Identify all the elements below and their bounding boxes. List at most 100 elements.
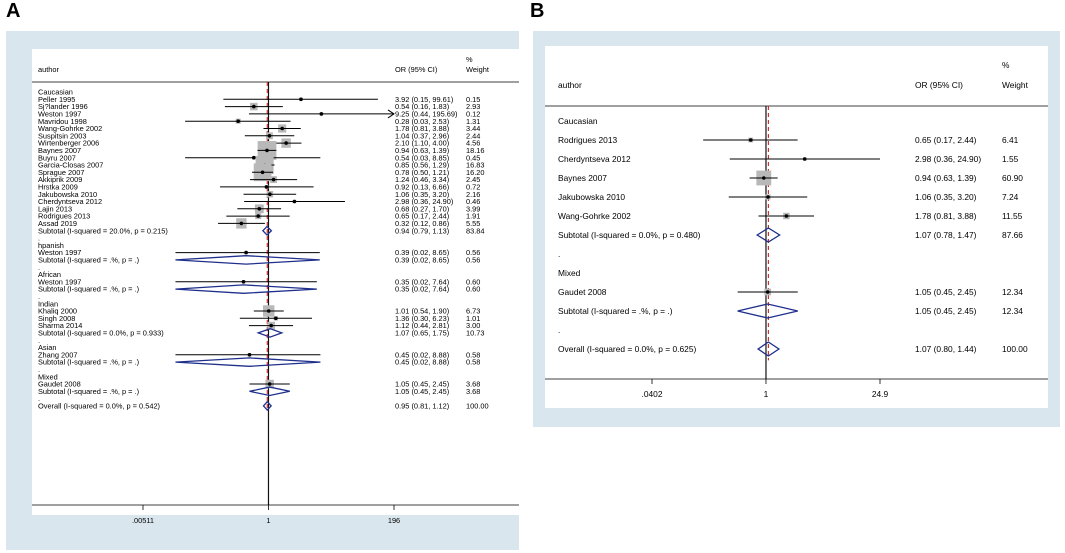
subtotal-diamond <box>175 255 320 265</box>
study-point <box>247 353 252 357</box>
subtotal-weight: 0.60 <box>466 285 480 294</box>
study-point <box>268 192 272 196</box>
study-label: Baynes 2007 <box>38 146 81 155</box>
subtotal-diamond <box>175 357 321 367</box>
study-or-ci: 1.12 (0.44, 2.81) <box>395 321 449 330</box>
study-point <box>260 170 265 175</box>
study-point <box>241 280 246 284</box>
study-weight: 16.20 <box>466 168 485 177</box>
study-label: Wirtenberger 2006 <box>38 139 99 148</box>
study-or-ci: 0.78 (0.50, 1.21) <box>395 168 449 177</box>
study-label: Assad 2019 <box>38 219 77 228</box>
study-weight: 0.72 <box>466 182 480 191</box>
header-or-ci: OR (95% CI) <box>915 80 963 90</box>
subtotal-or-ci: 0.45 (0.02, 8.88) <box>395 358 449 367</box>
subtotal-weight: 83.84 <box>466 226 485 235</box>
study-point <box>244 250 248 255</box>
study-label: Wang-Gohrke 2002 <box>38 124 102 133</box>
study-point <box>292 199 297 204</box>
subtotal-weight: 12.34 <box>1002 306 1023 316</box>
x-tick-label: .0402 <box>642 389 663 399</box>
subtotal-diamond <box>175 284 317 294</box>
forest-plot-a: author OR (95% CI)%Weight CaucasianPeller … <box>32 55 519 525</box>
group-label: African <box>38 270 61 279</box>
study-weight: 0.45 <box>466 153 480 162</box>
study-label: Wang-Gohrke 2002 <box>558 211 631 221</box>
subtotal-label: Subtotal (I-squared = 0.0%, p = 0.933) <box>38 328 164 337</box>
subtotal-weight: 0.58 <box>466 358 480 367</box>
overall-weight: 100.00 <box>1002 344 1028 354</box>
study-weight: 4.56 <box>466 139 480 148</box>
study-or-ci: 0.94 (0.63, 1.39) <box>915 173 977 183</box>
study-point <box>802 157 807 161</box>
study-or-ci: 0.65 (0.17, 2.44) <box>915 135 977 145</box>
study-or-ci: 2.98 (0.36, 24.90) <box>915 154 981 164</box>
group-label: Caucasian <box>38 88 73 97</box>
x-tick-label: 1 <box>266 516 270 525</box>
header-or-ci: OR (95% CI) <box>395 65 437 74</box>
study-label: Jakubowska 2010 <box>558 192 625 202</box>
study-point <box>252 104 256 109</box>
subtotal-weight: 10.73 <box>466 328 485 337</box>
study-point <box>761 176 766 180</box>
study-weight: 1.01 <box>466 314 480 323</box>
study-label: Sprague 2007 <box>38 168 84 177</box>
study-or-ci: 1.78 (0.81, 3.88) <box>395 124 449 133</box>
ci-arrow-icon <box>387 109 395 119</box>
study-label: Zhang 2007 <box>38 350 77 359</box>
panel-label-a: A <box>6 0 21 22</box>
subtotal-or-ci: 1.07 (0.78, 1.47) <box>915 230 977 240</box>
study-or-ci: 1.05 (0.45, 2.45) <box>915 287 977 297</box>
study-weight: 2.45 <box>466 175 480 184</box>
overall-label: Overall (I-squared = 0.0%, p = 0.542) <box>38 401 160 410</box>
study-point <box>748 138 753 142</box>
study-weight: 2.93 <box>466 102 480 111</box>
study-or-ci: 1.06 (0.35, 3.20) <box>395 190 449 199</box>
study-label: Sharma 2014 <box>38 321 82 330</box>
overall-weight: 100.00 <box>466 401 489 410</box>
group-label: Mixed <box>38 372 58 381</box>
study-label: Buyru 2007 <box>38 153 76 162</box>
header-author: author <box>38 65 59 74</box>
subtotal-diamond <box>249 386 290 397</box>
x-tick-label: 196 <box>388 516 400 525</box>
study-point <box>269 323 273 328</box>
study-or-ci: 2.10 (1.10, 4.00) <box>395 139 449 148</box>
subtotal-label: Subtotal (I-squared = .%, p = .) <box>38 387 139 396</box>
study-or-ci: 0.32 (0.12, 0.86) <box>395 219 449 228</box>
study-weight: 1.31 <box>466 117 480 126</box>
study-weight: 16.83 <box>466 161 485 170</box>
group-label: Caucasian <box>558 116 598 126</box>
study-label: Cherdyntseva 2012 <box>38 197 102 206</box>
study-weight: 12.34 <box>1002 287 1023 297</box>
study-point <box>765 290 770 294</box>
study-or-ci: 1.24 (0.46, 3.34) <box>395 175 449 184</box>
x-tick-label: 24.9 <box>872 389 889 399</box>
panel-label-b: B <box>530 0 545 22</box>
study-or-ci: 0.45 (0.02, 8.88) <box>395 350 449 359</box>
header-percent: % <box>466 55 473 64</box>
overall-label: Overall (I-squared = 0.0%, p = 0.625) <box>558 344 696 354</box>
study-label: Gaudet 2008 <box>558 287 607 297</box>
study-label: Akkiprik 2009 <box>38 175 82 184</box>
study-point <box>766 195 770 199</box>
group-label: Indian <box>38 299 58 308</box>
separator-dot: . <box>38 365 40 374</box>
study-point <box>256 214 261 218</box>
study-label: Cherdyntseva 2012 <box>558 154 631 164</box>
subtotal-diamond <box>256 328 284 338</box>
study-or-ci: 1.01 (0.54, 1.90) <box>395 307 449 316</box>
study-point <box>236 119 241 123</box>
study-point <box>267 382 272 386</box>
study-weight: 0.15 <box>466 95 480 104</box>
study-or-ci: 0.54 (0.16, 1.83) <box>395 102 449 111</box>
study-point <box>319 112 324 116</box>
study-weight: 3.44 <box>466 124 480 133</box>
study-weight: 0.56 <box>466 248 480 257</box>
separator-dot: . <box>38 292 40 301</box>
study-or-ci: 0.54 (0.03, 8.85) <box>395 153 449 162</box>
x-tick-label: .00511 <box>132 516 154 525</box>
study-or-ci: 0.35 (0.02, 7.64) <box>395 277 449 286</box>
subtotal-label: Subtotal (I-squared = .%, p = .) <box>38 358 139 367</box>
